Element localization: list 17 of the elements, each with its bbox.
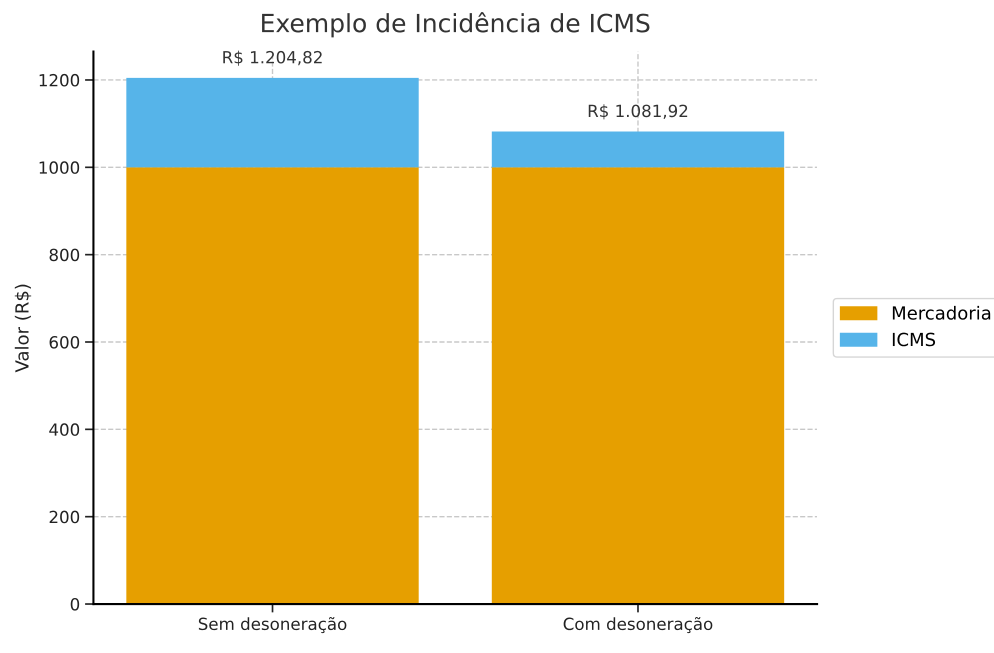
y-tick-label: 400 [49,423,80,436]
y-tick-label: 1000 [40,161,80,174]
y-tick-label: 1200 [40,74,80,87]
chart-title: Exemplo de Incidência de ICMS [262,12,650,38]
legend-label: Mercadoria [892,306,990,320]
y-tick-label: 200 [50,510,80,524]
y-tick-label: 0 [70,598,80,611]
total-label: R$ 1.204,82 [223,50,322,66]
y-tick-label: 800 [50,248,80,262]
x-tick-label: Com desoneração [564,616,712,634]
x-tick-label: Sem desoneração [198,616,346,634]
total-label: R$ 1.081,92 [588,104,688,120]
legend-label: ICMS [892,332,936,346]
bar [126,78,419,168]
bar [492,132,784,168]
y-tick-label: 600 [50,336,80,349]
y-axis-title: Valor (R$) [14,284,32,372]
